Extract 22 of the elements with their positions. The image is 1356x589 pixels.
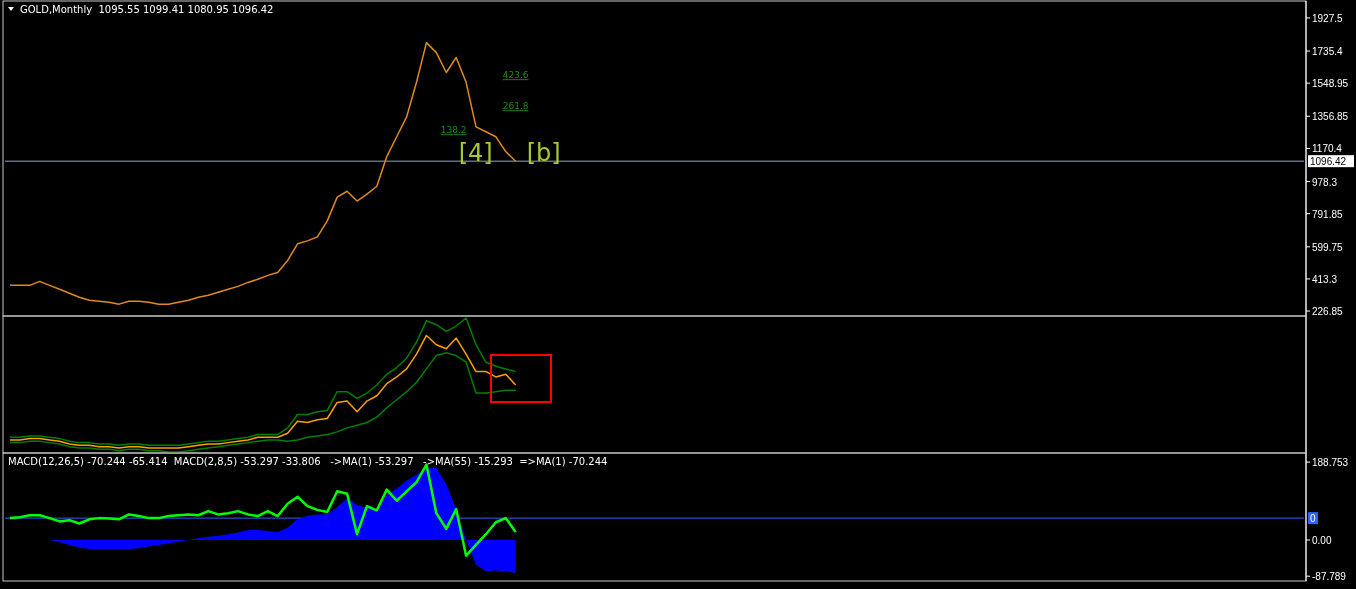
chart-title: GOLD,Monthly 1095.55 1099.41 1080.95 1096.42 <box>20 4 274 15</box>
ref-line-label: 1096.42 <box>1310 156 1347 168</box>
annotation: 138.2 <box>440 125 467 136</box>
y-tick-label: 188.753 <box>1312 457 1349 469</box>
annotation: 261.8 <box>502 101 529 112</box>
y-tick-label: 1356.85 <box>1312 111 1349 123</box>
y-tick-label: 978.3 <box>1312 176 1338 188</box>
y-tick-label: 1548.95 <box>1312 78 1349 90</box>
y-tick-label: 1170.4 <box>1312 143 1343 155</box>
y-tick-label: 226.85 <box>1312 306 1344 318</box>
annotation: [4] <box>458 139 493 168</box>
y-tick-label: -87.789 <box>1312 571 1347 583</box>
chart-title: MACD(12,26,5) -70.244 -65.414 MACD(2,8,5) -53.297 -33.806 ->MA(1) -53.297 ->MA(55) -15.293 =>MA(1) -70.244 <box>8 456 608 467</box>
y-tick-label: 1735.4 <box>1312 46 1344 58</box>
y-tick-label: 0.00 <box>1312 534 1332 546</box>
y-tick-label: 599.75 <box>1312 241 1344 253</box>
text: 0 <box>1310 513 1316 525</box>
annotation: [b] <box>526 139 561 168</box>
y-tick-label: 1927.5 <box>1312 12 1344 24</box>
annotation: 423.6 <box>502 70 529 81</box>
y-tick-label: 791.85 <box>1312 208 1344 220</box>
y-tick-label: 413.3 <box>1312 273 1338 285</box>
